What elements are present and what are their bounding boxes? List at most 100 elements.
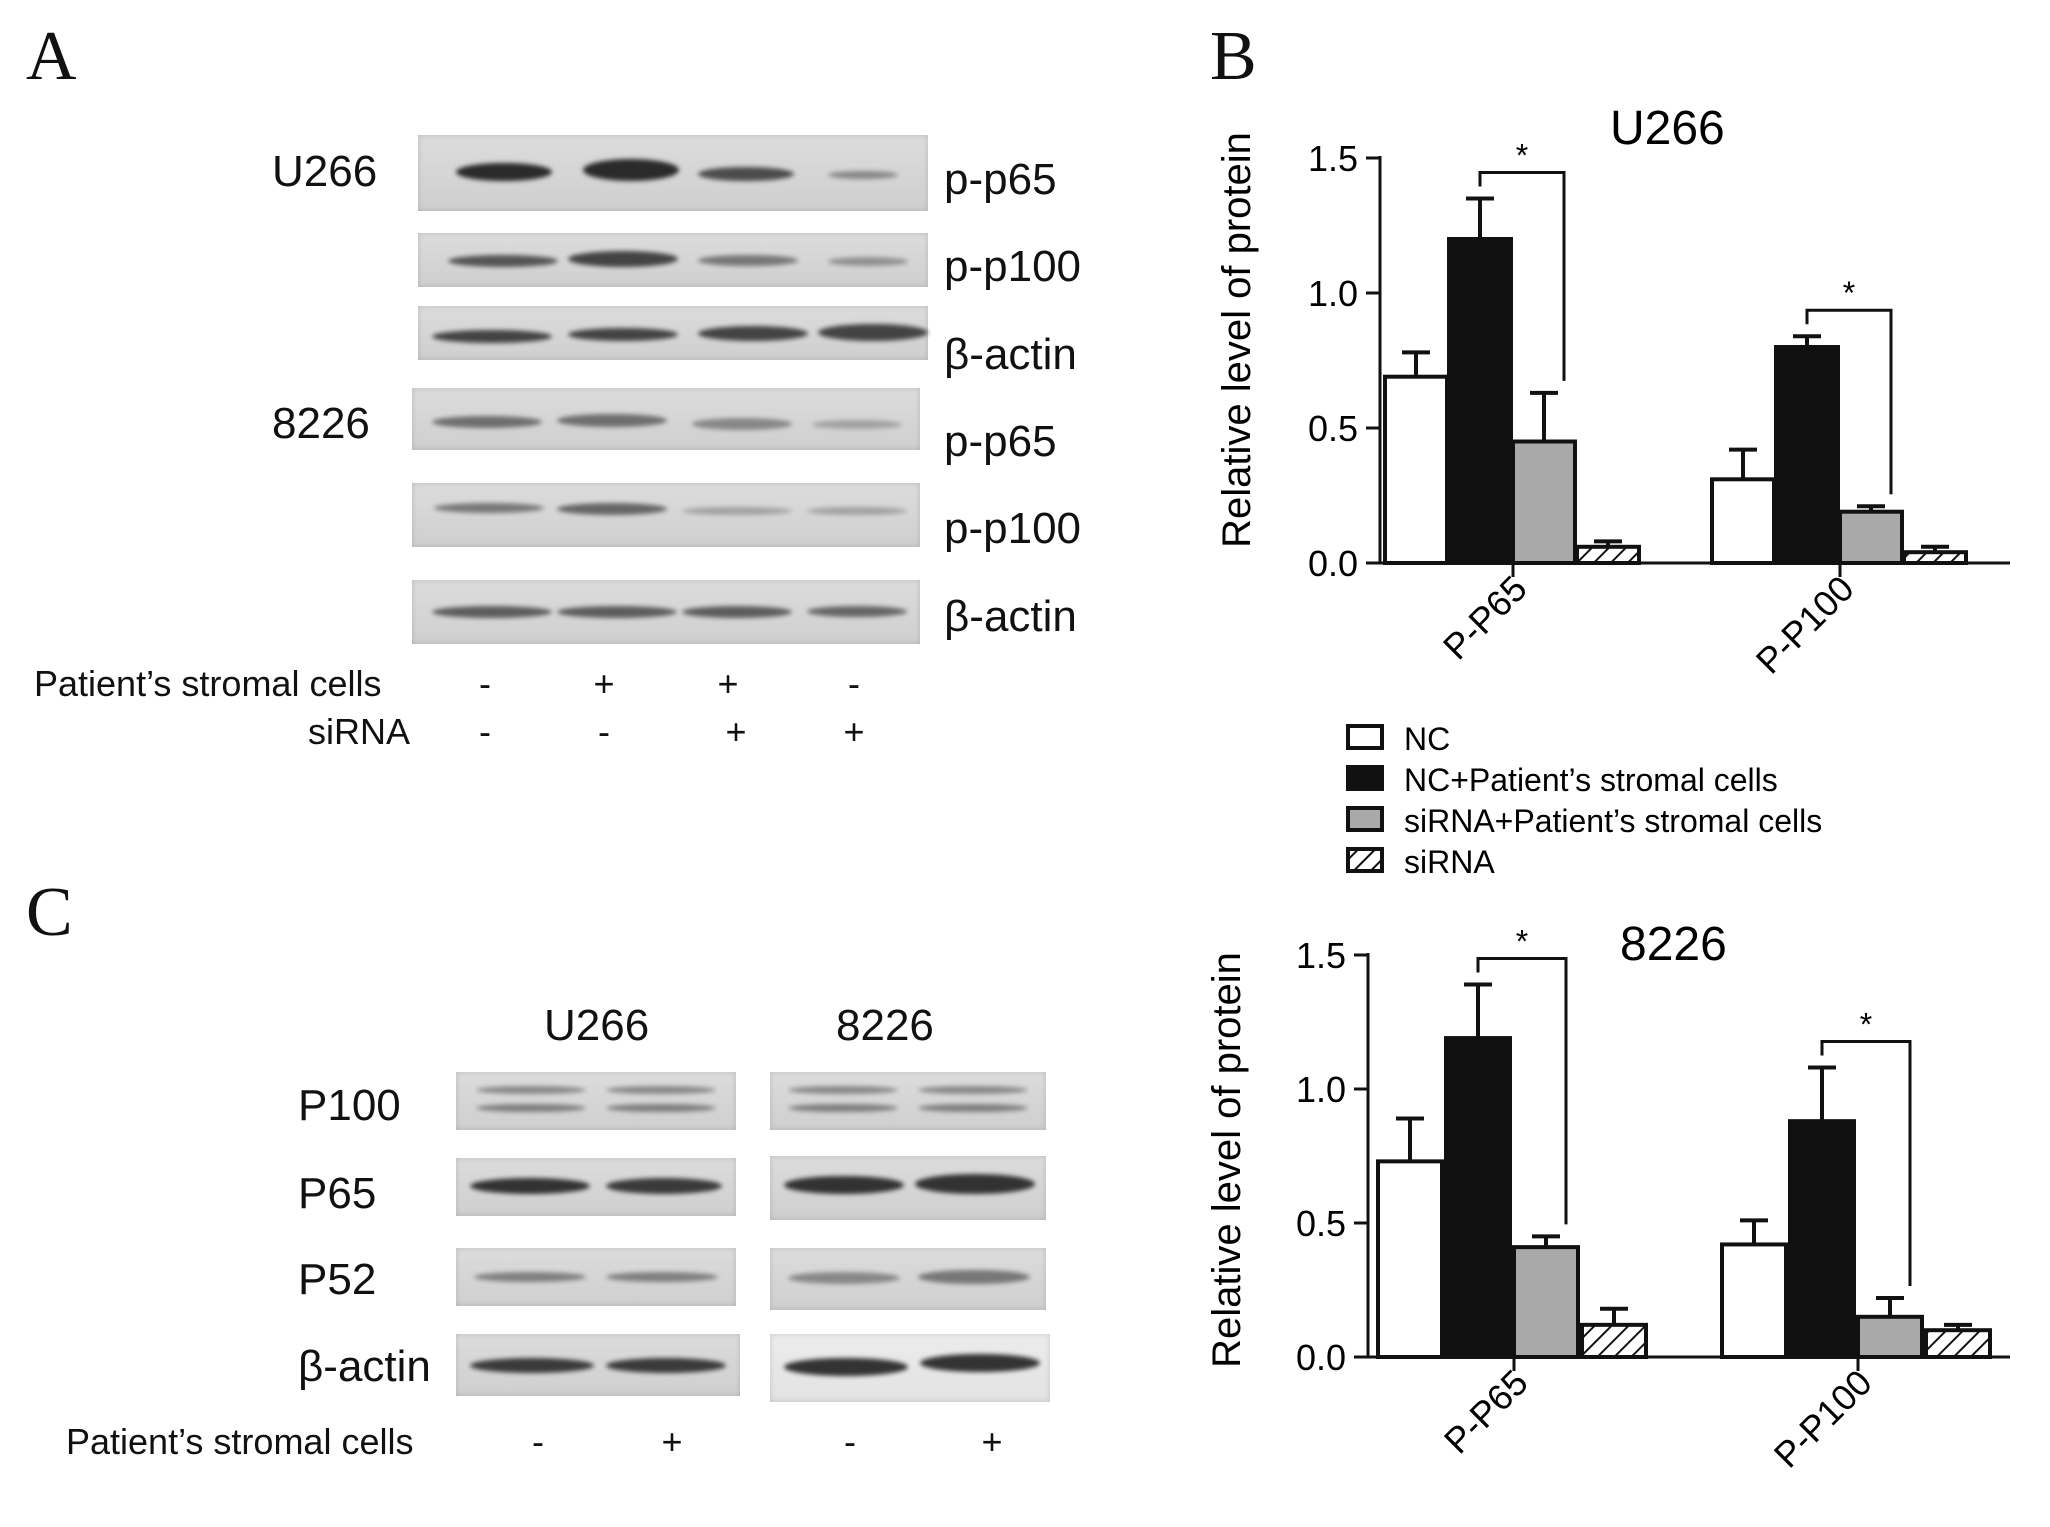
blot-c-8226-p52 bbox=[770, 1248, 1046, 1310]
bar-u266-p-p65-nc bbox=[1383, 374, 1449, 566]
bar-u266-p-p100-nc-stromal bbox=[1774, 345, 1840, 565]
panel-letter-b: B bbox=[1210, 18, 1257, 95]
legend-label-nc-stromal: NC+Patient’s stromal cells bbox=[1404, 762, 1778, 798]
row-label-u266-p-p100: p-p100 bbox=[944, 242, 1082, 291]
chart-8226-yticks: 0.0 0.5 1.0 1.5 bbox=[1296, 935, 1368, 1378]
chart-8226-ylabel: Relative level of protein bbox=[1205, 952, 1249, 1368]
chart-8226-ytick-label-1: 0.5 bbox=[1296, 1203, 1346, 1244]
bar-8226-p-p65-sirna-stromal bbox=[1512, 1245, 1580, 1359]
blot-8226-beta-actin bbox=[412, 580, 920, 644]
significance-bracket-8226-p-p100 bbox=[1820, 1040, 1912, 1287]
blot-c-8226-beta-actin bbox=[770, 1334, 1050, 1402]
bar-u266-p-p100-sirna bbox=[1902, 550, 1968, 566]
bar-u266-p-p65-nc-stromal bbox=[1447, 237, 1513, 565]
chart-u266-xticks: P-P65 P-P100 bbox=[1435, 563, 1862, 682]
chart-8226-xticks: P-P65 P-P100 bbox=[1436, 1357, 1880, 1476]
sign-c-2: + bbox=[661, 1421, 683, 1462]
row-label-c-beta-actin: β-actin bbox=[298, 1342, 431, 1391]
blot-c-u266-p65 bbox=[456, 1158, 736, 1216]
chart-u266-ytick-label-2: 1.0 bbox=[1308, 273, 1358, 314]
significance-star-8226-p-p65: * bbox=[1516, 923, 1528, 959]
bar-u266-p-p100-nc bbox=[1710, 477, 1776, 565]
blot-c-8226-p65 bbox=[770, 1156, 1046, 1220]
blot-u266-p-p100 bbox=[418, 233, 928, 287]
sign-c-1: - bbox=[532, 1421, 544, 1462]
bar-u266-p-p65-sirna bbox=[1575, 544, 1641, 565]
bar-8226-p-p100-sirna bbox=[1924, 1328, 1992, 1359]
chart-8226-axes bbox=[1366, 953, 2010, 1359]
row-label-u266-p-p65: p-p65 bbox=[944, 155, 1057, 204]
condition-label-sirna: siRNA bbox=[308, 711, 411, 752]
row-label-c-p100: P100 bbox=[298, 1081, 401, 1130]
significance-bracket-u266-p-p65 bbox=[1478, 171, 1566, 381]
blot-c-u266-beta-actin bbox=[456, 1334, 740, 1396]
group-label-8226: 8226 bbox=[836, 1001, 934, 1050]
blot-8226-p-p100 bbox=[412, 483, 920, 547]
chart-u266-yticks: 0.0 0.5 1.0 1.5 bbox=[1308, 138, 1380, 584]
sign-a-sirna-4: + bbox=[843, 711, 865, 752]
chart-u266: U266 Relative level of protein 0.0 0.5 1.0… bbox=[1215, 102, 2010, 682]
sign-c-3: - bbox=[844, 1421, 856, 1462]
blot-u266-p-p65 bbox=[418, 135, 928, 211]
significance-bracket-u266-p-p100 bbox=[1805, 308, 1893, 495]
chart-u266-bars: ** bbox=[1383, 138, 1968, 566]
group-label-u266: U266 bbox=[544, 1001, 650, 1050]
condition-label-stromal: Patient’s stromal cells bbox=[34, 663, 382, 704]
panel-letter-c: C bbox=[26, 874, 73, 951]
legend-label-nc: NC bbox=[1404, 721, 1450, 757]
blot-c-u266-p52 bbox=[456, 1248, 736, 1306]
blot-c-8226-p100 bbox=[770, 1072, 1046, 1130]
cell-line-label-8226: 8226 bbox=[272, 399, 370, 448]
panel-letter-a: A bbox=[26, 18, 77, 95]
sign-c-4: + bbox=[981, 1421, 1003, 1462]
blot-u266-beta-actin bbox=[418, 306, 928, 360]
chart-8226: 8226 Relative level of protein 0.0 0.5 1.0… bbox=[1205, 918, 2010, 1476]
bar-8226-p-p100-nc-stromal bbox=[1788, 1119, 1856, 1360]
sign-a-sirna-2: - bbox=[598, 711, 610, 752]
chart-8226-category-label-0: P-P65 bbox=[1436, 1362, 1536, 1462]
row-label-8226-p-p100: p-p100 bbox=[944, 504, 1082, 553]
chart-u266-ytick-label-1: 0.5 bbox=[1308, 408, 1358, 449]
row-label-c-p52: P52 bbox=[298, 1255, 377, 1304]
sign-a-stromal-3: + bbox=[717, 663, 739, 704]
sign-a-sirna-1: - bbox=[479, 711, 491, 752]
row-label-8226-p-p65: p-p65 bbox=[944, 417, 1057, 466]
legend-label-sirna: siRNA bbox=[1404, 844, 1495, 880]
bar-8226-p-p65-nc bbox=[1376, 1159, 1444, 1359]
significance-bracket-8226-p-p65 bbox=[1476, 956, 1568, 1225]
bar-8226-p-p65-sirna bbox=[1580, 1322, 1648, 1359]
blot-c-u266-p100 bbox=[456, 1072, 736, 1130]
chart-8226-title: 8226 bbox=[1620, 918, 1727, 971]
bar-u266-p-p100-sirna-stromal bbox=[1838, 509, 1904, 566]
chart-8226-category-label-1: P-P100 bbox=[1766, 1362, 1880, 1476]
legend-swatch-sirna-stromal bbox=[1346, 806, 1384, 832]
row-label-c-p65: P65 bbox=[298, 1169, 377, 1218]
sign-a-stromal-2: + bbox=[593, 663, 615, 704]
chart-u266-ytick-label-0: 0.0 bbox=[1308, 543, 1358, 584]
bar-u266-p-p65-sirna-stromal bbox=[1511, 439, 1577, 565]
chart-u266-title: U266 bbox=[1610, 102, 1725, 155]
row-label-u266-beta-actin: β-actin bbox=[944, 330, 1077, 379]
condition-label-c-stromal: Patient’s stromal cells bbox=[66, 1421, 414, 1462]
chart-8226-ytick-label-2: 1.0 bbox=[1296, 1069, 1346, 1110]
row-label-8226-beta-actin: β-actin bbox=[944, 592, 1077, 641]
legend-swatch-nc-stromal bbox=[1346, 765, 1384, 791]
sign-a-stromal-4: - bbox=[848, 663, 860, 704]
chart-u266-ylabel: Relative level of protein bbox=[1215, 132, 1259, 548]
legend-label-sirna-stromal: siRNA+Patient’s stromal cells bbox=[1404, 803, 1822, 839]
significance-star-u266-p-p100: * bbox=[1843, 275, 1855, 311]
significance-star-8226-p-p100: * bbox=[1860, 1007, 1872, 1043]
cell-line-label-u266: U266 bbox=[272, 147, 378, 196]
chart-u266-category-label-0: P-P65 bbox=[1435, 568, 1535, 668]
chart-8226-bars: ** bbox=[1376, 923, 1992, 1360]
bar-8226-p-p100-sirna-stromal bbox=[1856, 1314, 1924, 1360]
bar-8226-p-p65-nc-stromal bbox=[1444, 1036, 1512, 1359]
chart-u266-axes bbox=[1378, 156, 2010, 565]
legend-swatch-nc bbox=[1346, 724, 1384, 750]
chart-u266-ytick-label-3: 1.5 bbox=[1308, 138, 1358, 179]
sign-a-stromal-1: - bbox=[479, 663, 491, 704]
significance-star-u266-p-p65: * bbox=[1516, 138, 1528, 174]
legend-swatch-sirna bbox=[1346, 847, 1384, 873]
chart-u266-category-label-1: P-P100 bbox=[1748, 568, 1862, 682]
